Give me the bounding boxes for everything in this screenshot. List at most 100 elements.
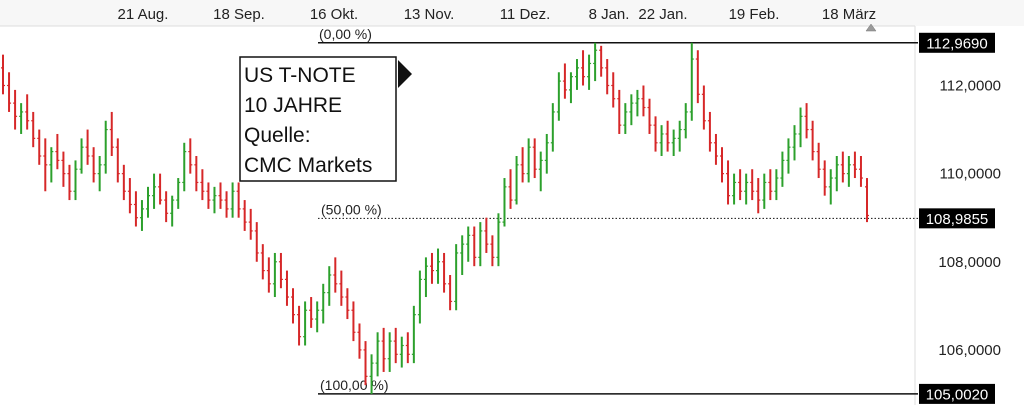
ohlc-bar [55, 133, 60, 170]
ohlc-bar [381, 327, 386, 372]
ohlc-bar [266, 257, 271, 293]
scroll-handle-icon[interactable] [865, 23, 877, 32]
ohlc-bar [236, 182, 241, 218]
ohlc-bar [568, 72, 573, 104]
x-axis-band [0, 0, 1024, 26]
x-tick-label: 13 Nov. [404, 6, 455, 23]
ohlc-bar [399, 336, 404, 368]
ohlc-bar [115, 138, 120, 183]
ohlc-bar [695, 50, 700, 104]
ohlc-bar [623, 103, 628, 134]
ohlc-bar [73, 160, 78, 201]
ohlc-bar [828, 169, 833, 205]
ohlc-bar [719, 147, 724, 183]
ohlc-bar [429, 252, 434, 284]
info-line-2: 10 JAHRE [244, 94, 342, 117]
ohlc-bar [448, 274, 453, 311]
ohlc-bar [532, 138, 537, 179]
ohlc-bar [641, 85, 646, 117]
fib-label: (50,00 %) [321, 201, 382, 217]
ohlc-bar [629, 94, 634, 126]
ohlc-bar [774, 169, 779, 201]
ohlc-bar [133, 191, 138, 227]
y-axis-ticks: 106,0000 108,0000 110,0000 112,0000 [938, 77, 1001, 358]
ohlc-bar [683, 103, 688, 139]
ohlc-bar [297, 305, 302, 346]
fib-price-tag-label: 112,9690 [926, 35, 987, 52]
ohlc-bar [599, 45, 604, 77]
ohlc-bar [248, 208, 253, 240]
ohlc-bar [164, 191, 169, 223]
ohlc-bar [291, 288, 296, 324]
ohlc-bars [1, 42, 869, 394]
ohlc-bar [254, 222, 259, 262]
ohlc-bar [284, 270, 289, 306]
ohlc-bar [460, 235, 465, 275]
ohlc-bar [345, 288, 350, 320]
ohlc-bar [393, 327, 398, 364]
x-tick-label: 22 Jan. [638, 6, 687, 23]
info-line-3: Quelle: [244, 124, 311, 147]
ohlc-bar [49, 147, 54, 183]
ohlc-bar [436, 248, 441, 284]
ohlc-bar [605, 59, 610, 95]
ohlc-bar [677, 120, 682, 152]
ohlc-bar [780, 151, 785, 187]
ohlc-bar [659, 125, 664, 157]
ohlc-bar [617, 89, 622, 134]
ohlc-bar [556, 72, 561, 121]
ohlc-bar [315, 301, 320, 333]
ohlc-bar [176, 178, 181, 209]
fib-label: (100,00 %) [320, 377, 388, 393]
ohlc-bar [798, 107, 803, 148]
ohlc-bar [103, 120, 108, 174]
ohlc-bar [792, 125, 797, 161]
x-tick-label: 18 März [822, 6, 876, 23]
ohlc-bar [170, 195, 175, 227]
ohlc-bar [31, 111, 36, 148]
ohlc-bar [744, 173, 749, 205]
ohlc-bar [309, 297, 314, 328]
ohlc-bar [508, 169, 513, 209]
ohlc-bar [454, 244, 459, 311]
ohlc-bar [834, 156, 839, 192]
ohlc-bar [278, 252, 283, 289]
ohlc-bar [363, 341, 368, 386]
ohlc-bar [647, 98, 652, 134]
ohlc-bar [544, 133, 549, 174]
ohlc-bar [701, 85, 706, 130]
ohlc-bar [158, 173, 163, 205]
fib-label: (0,00 %) [319, 26, 372, 42]
ohlc-bar [671, 129, 676, 157]
ohlc-bar [91, 147, 96, 183]
ohlc-bar [484, 217, 489, 253]
ohlc-bar [1, 54, 5, 95]
ohlc-bar [121, 164, 126, 201]
ohlc-bar [7, 72, 12, 112]
ohlc-bar [230, 182, 235, 218]
ohlc-bar [520, 147, 525, 183]
ohlc-bar [593, 42, 598, 82]
ohlc-bar [327, 266, 332, 306]
ohlc-bar [272, 252, 277, 298]
ohlc-bar [127, 178, 132, 214]
ohlc-bar [339, 270, 344, 306]
fib-price-tag-label: 108,9855 [926, 211, 989, 228]
ohlc-bar [768, 169, 773, 201]
ohlc-bar [423, 257, 428, 298]
y-tick-label: 106,0000 [938, 342, 1001, 359]
ohlc-bar [587, 54, 592, 90]
ohlc-bar [405, 332, 410, 364]
ohlc-bar [865, 178, 869, 223]
x-tick-label: 19 Feb. [729, 6, 780, 23]
ohlc-bar [333, 257, 338, 293]
info-line-1: US T-NOTE [244, 64, 356, 87]
ohlc-bar [351, 301, 356, 342]
ohlc-bar [478, 222, 483, 267]
ohlc-bar [496, 213, 501, 267]
ohlc-bar [472, 226, 477, 267]
ohlc-bar [303, 301, 308, 346]
ohlc-bar [526, 138, 531, 183]
